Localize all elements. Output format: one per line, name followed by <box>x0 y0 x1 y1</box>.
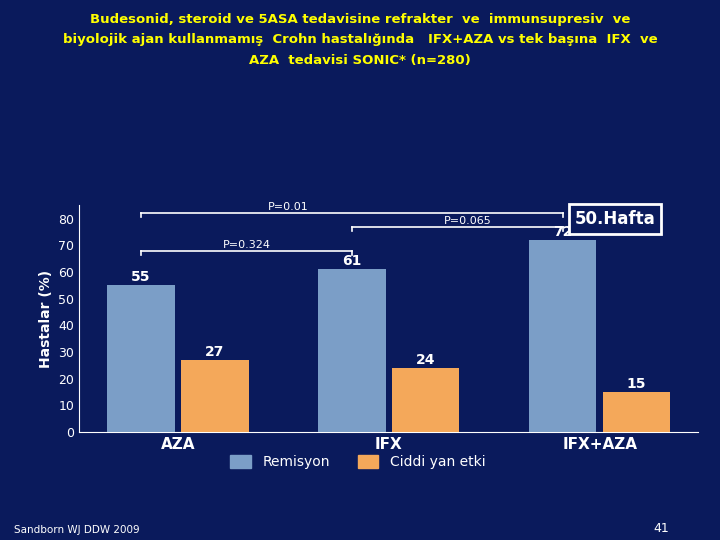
Bar <box>529 240 596 432</box>
Text: Budesonid, steroid ve 5ASA tedavisine refrakter  ve  immunsupresiv  ve: Budesonid, steroid ve 5ASA tedavisine re… <box>90 14 630 26</box>
Text: 27: 27 <box>205 345 225 359</box>
Y-axis label: Hastalar (%): Hastalar (%) <box>39 269 53 368</box>
Text: P=0.01: P=0.01 <box>269 202 309 212</box>
Bar <box>107 285 175 432</box>
Bar <box>392 368 459 432</box>
Text: 61: 61 <box>342 254 361 268</box>
Text: 24: 24 <box>416 353 436 367</box>
Text: P=0.065: P=0.065 <box>444 216 492 226</box>
Legend: Remisyon, Ciddi yan etki: Remisyon, Ciddi yan etki <box>225 450 491 475</box>
Text: 41: 41 <box>654 522 670 535</box>
Bar <box>603 392 670 432</box>
Text: Sandborn WJ DDW 2009: Sandborn WJ DDW 2009 <box>14 524 140 535</box>
Text: 55: 55 <box>131 270 150 284</box>
Text: AZA  tedavisi SONIC* (n=280): AZA tedavisi SONIC* (n=280) <box>249 54 471 67</box>
Bar <box>181 360 248 432</box>
Text: 72: 72 <box>553 225 572 239</box>
Text: 15: 15 <box>627 376 647 390</box>
Text: biyolojik ajan kullanmamış  Crohn hastalığında   IFX+AZA vs tek başına  IFX  ve: biyolojik ajan kullanmamış Crohn hastalı… <box>63 33 657 46</box>
Text: P=0.324: P=0.324 <box>222 240 271 250</box>
Bar <box>318 269 386 432</box>
Text: 50.Hafta: 50.Hafta <box>575 210 655 228</box>
